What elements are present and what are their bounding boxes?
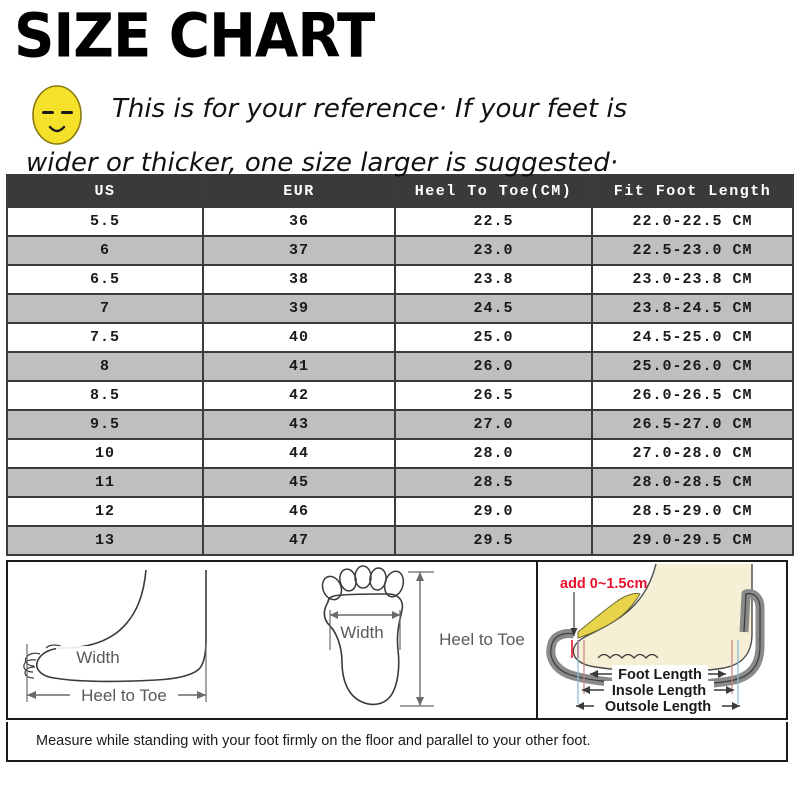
cell-fit-foot-length: 22.5-23.0 CM	[591, 235, 794, 266]
cell-eur: 42	[202, 380, 396, 411]
cell-us: 12	[6, 496, 204, 527]
cell-fit-foot-length: 24.5-25.0 CM	[591, 322, 794, 353]
cell-us: 5.5	[6, 206, 204, 237]
shoe-insole-length-label: Insole Length	[612, 683, 706, 699]
cell-us: 6	[6, 235, 204, 266]
cell-fit-foot-length: 25.0-26.0 CM	[591, 351, 794, 382]
side-foot-width-label: Width	[76, 648, 119, 667]
cell-fit-foot-length: 26.5-27.0 CM	[591, 409, 794, 440]
reference-note: This is for your reference· If your feet…	[0, 82, 800, 178]
cell-eur: 39	[202, 293, 396, 324]
cell-heel-to-toe: 24.5	[394, 293, 593, 324]
footprint-length-label: Heel to Toe	[439, 630, 525, 649]
table-row: 11 45 28.5 28.0-28.5 CM	[6, 467, 794, 498]
cell-eur: 38	[202, 264, 396, 295]
size-table: US EUR Heel To Toe(CM) Fit Foot Length 5…	[6, 174, 794, 556]
cell-eur: 40	[202, 322, 396, 353]
cell-heel-to-toe: 26.5	[394, 380, 593, 411]
table-header-row: US EUR Heel To Toe(CM) Fit Foot Length	[6, 174, 794, 208]
cell-heel-to-toe: 28.5	[394, 467, 593, 498]
cell-fit-foot-length: 28.0-28.5 CM	[591, 467, 794, 498]
cell-eur: 43	[202, 409, 396, 440]
shoe-foot-length-label: Foot Length	[618, 667, 702, 683]
cell-us: 10	[6, 438, 204, 469]
cell-eur: 47	[202, 525, 396, 556]
cell-eur: 46	[202, 496, 396, 527]
cell-heel-to-toe: 29.0	[394, 496, 593, 527]
cell-eur: 36	[202, 206, 396, 237]
cell-fit-foot-length: 22.0-22.5 CM	[591, 206, 794, 237]
cell-us: 11	[6, 467, 204, 498]
cell-heel-to-toe: 22.5	[394, 206, 593, 237]
table-row: 5.5 36 22.5 22.0-22.5 CM	[6, 206, 794, 237]
cell-us: 8	[6, 351, 204, 382]
cell-eur: 37	[202, 235, 396, 266]
column-header-us: US	[6, 174, 204, 208]
measurement-caption: Measure while standing with your foot fi…	[6, 722, 788, 762]
cell-heel-to-toe: 28.0	[394, 438, 593, 469]
reference-note-line-2: wider or thicker, one size larger is sug…	[26, 148, 619, 178]
table-row: 8 41 26.0 25.0-26.0 CM	[6, 351, 794, 382]
cell-eur: 45	[202, 467, 396, 498]
cell-heel-to-toe: 27.0	[394, 409, 593, 440]
cell-fit-foot-length: 23.8-24.5 CM	[591, 293, 794, 324]
diagram-panel: Heel to Toe Width Width	[6, 560, 788, 720]
footprint-diagram: Width Heel to Toe	[290, 562, 536, 718]
table-row: 6 37 23.0 22.5-23.0 CM	[6, 235, 794, 266]
cell-heel-to-toe: 23.8	[394, 264, 593, 295]
cell-fit-foot-length: 29.0-29.5 CM	[591, 525, 794, 556]
cell-us: 7.5	[6, 322, 204, 353]
cell-fit-foot-length: 27.0-28.0 CM	[591, 438, 794, 469]
side-foot-length-label: Heel to Toe	[81, 686, 167, 705]
table-row: 10 44 28.0 27.0-28.0 CM	[6, 438, 794, 469]
cell-heel-to-toe: 23.0	[394, 235, 593, 266]
table-row: 13 47 29.5 29.0-29.5 CM	[6, 525, 794, 556]
column-header-heel-to-toe: Heel To Toe(CM)	[394, 174, 593, 208]
cell-us: 7	[6, 293, 204, 324]
cell-us: 13	[6, 525, 204, 556]
table-row: 12 46 29.0 28.5-29.0 CM	[6, 496, 794, 527]
side-foot-diagram: Heel to Toe Width	[8, 562, 290, 718]
shoe-add-label: add 0~1.5cm	[560, 576, 647, 592]
cell-us: 6.5	[6, 264, 204, 295]
shoe-outsole-length-label: Outsole Length	[605, 699, 711, 715]
column-header-fit-foot-length: Fit Foot Length	[591, 174, 794, 208]
cell-us: 8.5	[6, 380, 204, 411]
page-title: SIZE CHART	[14, 0, 375, 71]
cell-heel-to-toe: 29.5	[394, 525, 593, 556]
cell-us: 9.5	[6, 409, 204, 440]
cell-eur: 41	[202, 351, 396, 382]
footprint-width-label: Width	[340, 623, 383, 642]
measurement-caption-text: Measure while standing with your foot fi…	[36, 733, 591, 749]
shoe-diagram: add 0~1.5cm Foot Length Insole Length	[536, 562, 786, 718]
table-row: 6.5 38 23.8 23.0-23.8 CM	[6, 264, 794, 295]
table-row: 7.5 40 25.0 24.5-25.0 CM	[6, 322, 794, 353]
cell-eur: 44	[202, 438, 396, 469]
table-row: 9.5 43 27.0 26.5-27.0 CM	[6, 409, 794, 440]
cell-heel-to-toe: 25.0	[394, 322, 593, 353]
table-row: 7 39 24.5 23.8-24.5 CM	[6, 293, 794, 324]
cell-fit-foot-length: 28.5-29.0 CM	[591, 496, 794, 527]
smiley-face-icon	[32, 85, 82, 145]
cell-fit-foot-length: 26.0-26.5 CM	[591, 380, 794, 411]
column-header-eur: EUR	[202, 174, 396, 208]
table-row: 8.5 42 26.5 26.0-26.5 CM	[6, 380, 794, 411]
reference-note-line-1: This is for your reference· If your feet…	[112, 94, 628, 124]
cell-heel-to-toe: 26.0	[394, 351, 593, 382]
cell-fit-foot-length: 23.0-23.8 CM	[591, 264, 794, 295]
